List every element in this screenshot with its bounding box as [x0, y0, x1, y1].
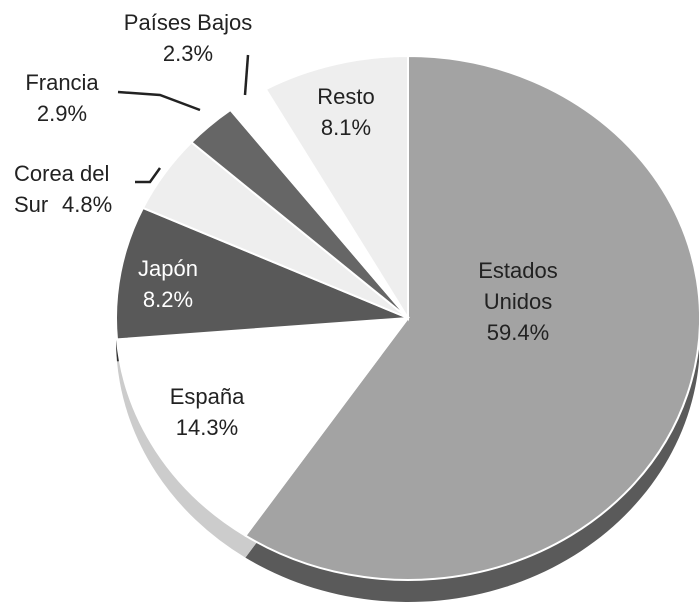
value-label: 59.4% — [487, 320, 549, 345]
value-label: 8.1% — [321, 115, 371, 140]
value-label: 8.2% — [143, 287, 193, 312]
leader-line — [243, 54, 250, 96]
pie-slice — [243, 54, 699, 581]
category-label: Corea del Sur — [14, 161, 109, 217]
category-label: Países Bajos — [124, 10, 252, 35]
category-label: Francia — [25, 70, 99, 95]
pie-slice — [115, 316, 411, 537]
value-label: 2.3% — [163, 41, 213, 66]
leader-line — [135, 167, 162, 184]
value-label: 2.9% — [37, 101, 87, 126]
pie-slice — [115, 206, 409, 341]
category-label: Resto — [317, 84, 374, 109]
leader-line — [117, 90, 201, 112]
value-label: 4.8% — [62, 192, 112, 217]
value-label: 14.3% — [176, 415, 238, 440]
labels: Estados Unidos 59.4% España 14.3% Japón 8.2% Co… — [14, 10, 558, 440]
category-label: Japón — [138, 256, 198, 281]
pie-slice — [264, 54, 409, 322]
pie — [115, 54, 699, 602]
category-label: Estados Unidos — [478, 258, 558, 314]
category-label: España — [170, 384, 245, 409]
